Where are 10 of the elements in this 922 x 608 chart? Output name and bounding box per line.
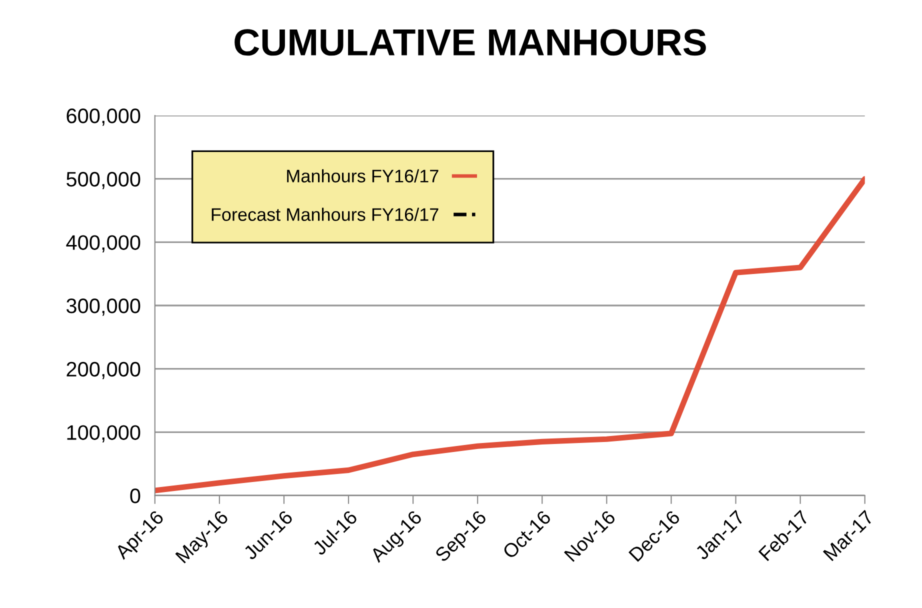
chart-title: CUMULATIVE MANHOURS <box>234 29 706 56</box>
y-tick-label: 200,000 <box>66 362 140 380</box>
y-tick-label: 500,000 <box>66 172 140 190</box>
legend-label: Forecast Manhours FY16/17 <box>212 208 438 221</box>
y-tick-label: 600,000 <box>66 108 140 126</box>
y-tick-label: 0 <box>130 488 140 504</box>
legend-label: Manhours FY16/17 <box>287 169 438 182</box>
y-tick-label: 100,000 <box>67 425 140 442</box>
y-tick-label: 300,000 <box>66 298 140 316</box>
y-tick-label: 400,000 <box>66 235 140 252</box>
